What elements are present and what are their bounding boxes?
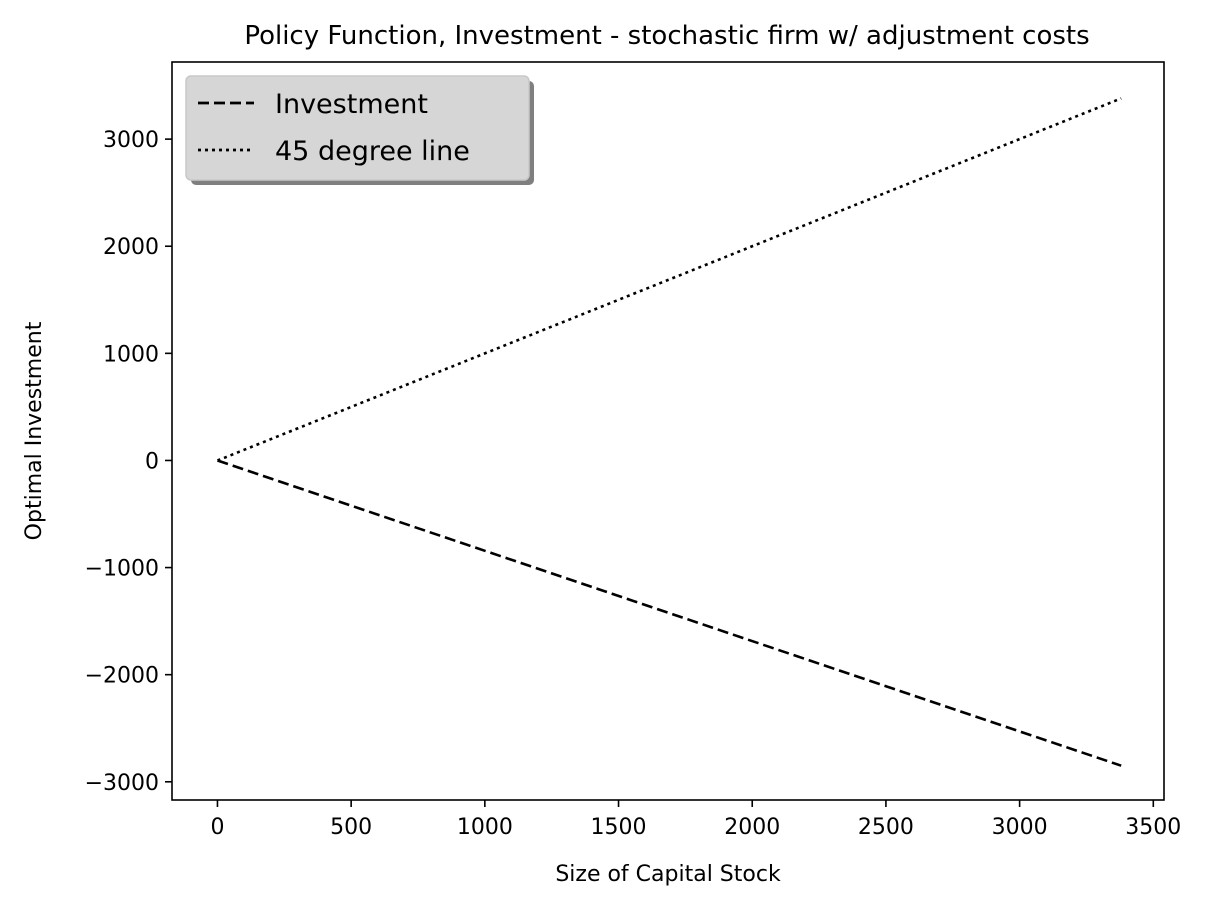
x-axis-label: Size of Capital Stock — [555, 862, 781, 887]
y-tick-label: 0 — [145, 449, 159, 474]
legend-label: 45 degree line — [275, 136, 470, 167]
x-tick-label: 2000 — [724, 815, 780, 840]
x-tick-label: 500 — [330, 815, 372, 840]
y-tick-label: 2000 — [103, 235, 159, 260]
x-tick-label: 1500 — [591, 815, 647, 840]
y-tick-label: 3000 — [103, 128, 159, 153]
y-tick-label: −3000 — [85, 771, 159, 796]
y-tick-label: 1000 — [103, 342, 159, 367]
series-line-1 — [217, 459, 1122, 767]
legend: Investment 45 degree line — [185, 75, 534, 185]
y-axis-label: Optimal Investment — [22, 321, 47, 540]
y-tick-label: −2000 — [85, 664, 159, 689]
x-tick-label: 0 — [210, 815, 224, 840]
legend-label: Investment — [275, 89, 428, 120]
axes-frame — [171, 61, 1165, 801]
x-tick-label: 3000 — [992, 815, 1048, 840]
y-tick-label: −1000 — [85, 557, 159, 582]
x-tick-label: 1000 — [457, 815, 513, 840]
x-tick-label: 3500 — [1125, 815, 1181, 840]
chart-title: Policy Function, Investment - stochastic… — [244, 21, 1089, 51]
x-tick-label: 2500 — [858, 815, 914, 840]
y-axis: −3000 −2000 −1000 0 1000 2000 3000 — [85, 128, 172, 796]
plot-area — [217, 97, 1122, 767]
series-line-2 — [217, 97, 1122, 462]
legend-box — [185, 75, 530, 181]
x-axis: 0 500 1000 1500 2000 2500 3000 3500 — [210, 800, 1181, 840]
